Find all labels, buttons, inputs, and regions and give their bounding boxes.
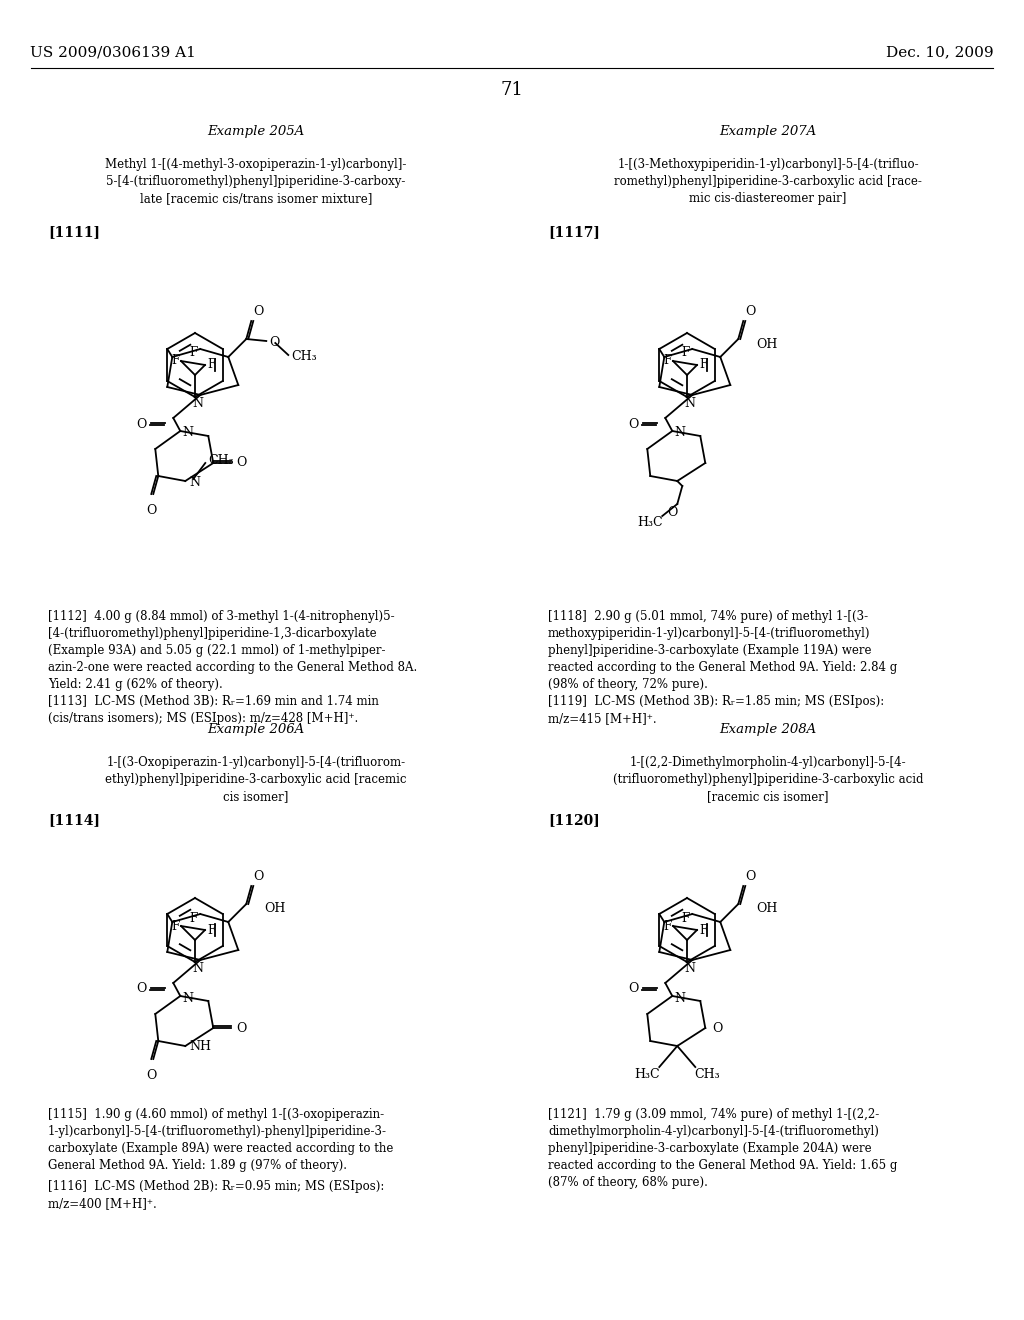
Text: N: N [685, 397, 695, 411]
Text: O: O [237, 457, 247, 470]
Text: N: N [182, 426, 194, 440]
Text: H₃C: H₃C [638, 516, 664, 528]
Text: [1119]  LC-MS (Method 3B): Rᵣ=1.85 min; MS (ESIpos):
m/z=415 [M+H]⁺.: [1119] LC-MS (Method 3B): Rᵣ=1.85 min; M… [548, 696, 885, 725]
Text: NH: NH [189, 1040, 211, 1053]
Text: H₃C: H₃C [635, 1068, 660, 1081]
Text: [1121]  1.79 g (3.09 mmol, 74% pure) of methyl 1-[(2,2-
dimethylmorpholin-4-yl)c: [1121] 1.79 g (3.09 mmol, 74% pure) of m… [548, 1107, 897, 1189]
Text: Example 208A: Example 208A [720, 723, 816, 737]
Text: O: O [745, 870, 756, 883]
Text: F: F [188, 912, 198, 924]
Text: F: F [663, 920, 671, 932]
Text: Dec. 10, 2009: Dec. 10, 2009 [887, 45, 994, 59]
Text: 1-[(2,2-Dimethylmorpholin-4-yl)carbonyl]-5-[4-
(trifluoromethyl)phenyl]piperidin: 1-[(2,2-Dimethylmorpholin-4-yl)carbonyl]… [612, 756, 924, 803]
Text: 71: 71 [501, 81, 523, 99]
Text: F: F [698, 924, 708, 936]
Text: Example 206A: Example 206A [208, 723, 304, 737]
Text: O: O [269, 337, 280, 350]
Text: O: O [136, 417, 146, 430]
Text: O: O [146, 1069, 157, 1082]
Text: N: N [193, 962, 204, 975]
Text: OH: OH [757, 338, 777, 351]
Text: N: N [182, 991, 194, 1005]
Text: F: F [663, 355, 671, 367]
Text: N: N [685, 962, 695, 975]
Text: F: F [171, 355, 179, 367]
Text: 1-[(3-Oxopiperazin-1-yl)carbonyl]-5-[4-(trifluorom-
ethyl)phenyl]piperidine-3-ca: 1-[(3-Oxopiperazin-1-yl)carbonyl]-5-[4-(… [105, 756, 407, 803]
Text: O: O [136, 982, 146, 995]
Text: Example 205A: Example 205A [208, 125, 304, 139]
Text: CH₃: CH₃ [694, 1068, 720, 1081]
Text: CH₃: CH₃ [291, 351, 316, 363]
Text: O: O [253, 305, 263, 318]
Text: O: O [628, 417, 639, 430]
Text: [1115]  1.90 g (4.60 mmol) of methyl 1-[(3-oxopiperazin-
1-yl)carbonyl]-5-[4-(tr: [1115] 1.90 g (4.60 mmol) of methyl 1-[(… [48, 1107, 393, 1172]
Text: [1118]  2.90 g (5.01 mmol, 74% pure) of methyl 1-[(3-
methoxypiperidin-1-yl)carb: [1118] 2.90 g (5.01 mmol, 74% pure) of m… [548, 610, 897, 690]
Text: F: F [681, 912, 689, 924]
Text: [1117]: [1117] [548, 224, 600, 239]
Text: F: F [207, 359, 215, 371]
Text: F: F [171, 920, 179, 932]
Text: F: F [681, 346, 689, 359]
Text: O: O [253, 870, 263, 883]
Text: N: N [189, 475, 201, 488]
Text: [1111]: [1111] [48, 224, 100, 239]
Text: Example 207A: Example 207A [720, 125, 816, 139]
Text: O: O [667, 506, 678, 519]
Text: [1113]  LC-MS (Method 3B): Rᵣ=1.69 min and 1.74 min
(cis/trans isomers); MS (ESI: [1113] LC-MS (Method 3B): Rᵣ=1.69 min an… [48, 696, 379, 725]
Text: [1112]  4.00 g (8.84 mmol) of 3-methyl 1-(4-nitrophenyl)5-
[4-(trifluoromethyl)p: [1112] 4.00 g (8.84 mmol) of 3-methyl 1-… [48, 610, 417, 690]
Text: N: N [193, 397, 204, 411]
Text: F: F [698, 359, 708, 371]
Text: O: O [628, 982, 639, 995]
Text: Methyl 1-[(4-methyl-3-oxopiperazin-1-yl)carbonyl]-
5-[4-(trifluoromethyl)phenyl]: Methyl 1-[(4-methyl-3-oxopiperazin-1-yl)… [105, 158, 407, 205]
Text: O: O [713, 1022, 723, 1035]
Text: US 2009/0306139 A1: US 2009/0306139 A1 [30, 45, 196, 59]
Text: [1116]  LC-MS (Method 2B): Rᵣ=0.95 min; MS (ESIpos):
m/z=400 [M+H]⁺.: [1116] LC-MS (Method 2B): Rᵣ=0.95 min; M… [48, 1180, 384, 1210]
Text: N: N [674, 426, 685, 440]
Text: OH: OH [757, 903, 777, 916]
Text: F: F [207, 924, 215, 936]
Text: CH₃: CH₃ [208, 454, 233, 467]
Text: [1120]: [1120] [548, 813, 600, 828]
Text: [1114]: [1114] [48, 813, 100, 828]
Text: O: O [237, 1022, 247, 1035]
Text: F: F [188, 346, 198, 359]
Text: N: N [674, 991, 685, 1005]
Text: O: O [745, 305, 756, 318]
Text: O: O [146, 504, 157, 517]
Text: 1-[(3-Methoxypiperidin-1-yl)carbonyl]-5-[4-(trifluo-
romethyl)phenyl]piperidine-: 1-[(3-Methoxypiperidin-1-yl)carbonyl]-5-… [614, 158, 922, 205]
Text: OH: OH [264, 903, 286, 916]
